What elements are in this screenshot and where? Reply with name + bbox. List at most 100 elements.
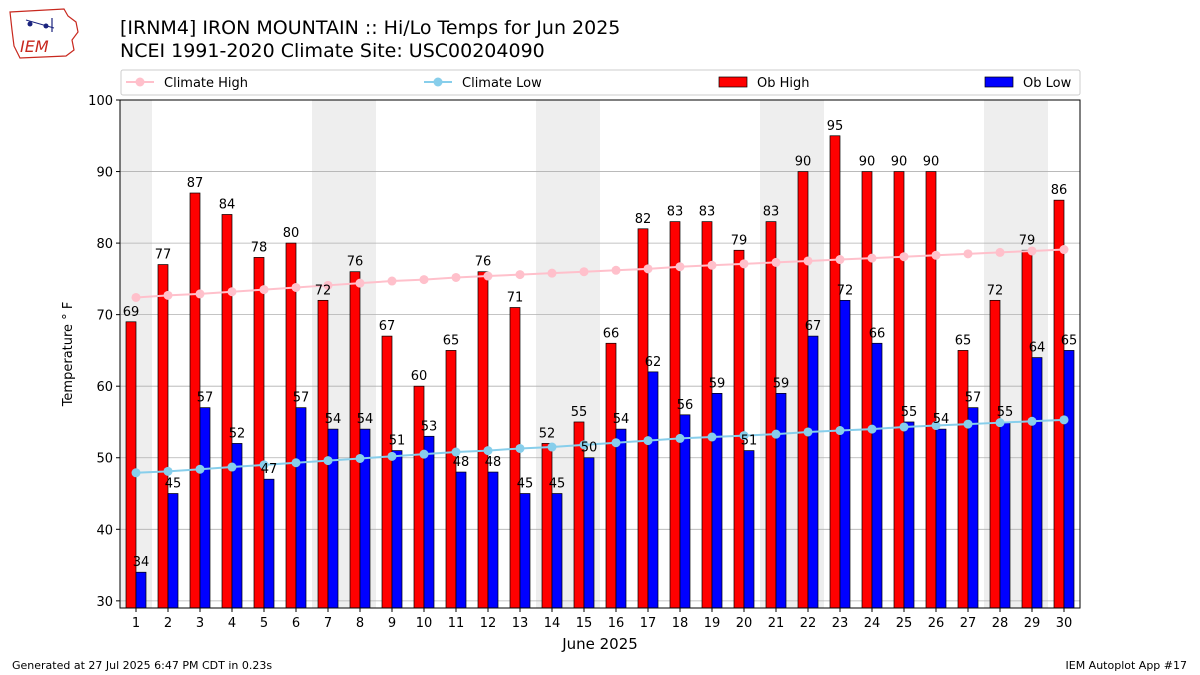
- climate-low-point: [707, 432, 717, 442]
- ob-high-value-label: 76: [347, 255, 364, 270]
- climate-high-line: [135, 248, 1065, 299]
- ob-low-value-label: 57: [965, 391, 982, 406]
- ob-high-bar: [701, 221, 713, 609]
- ob-low-bar: [679, 414, 691, 609]
- climate-high-point: [291, 282, 301, 292]
- ob-low-bar: [1063, 350, 1075, 609]
- x-tick-label: 11: [448, 616, 465, 631]
- climate-low-point: [227, 462, 237, 472]
- ob-high-bar: [445, 350, 457, 609]
- ob-high-bar: [893, 171, 905, 609]
- ob-low-bar: [903, 421, 915, 609]
- climate-high-point: [899, 252, 909, 262]
- ob-high-bar: [1021, 249, 1033, 609]
- legend-label: Ob High: [757, 76, 810, 91]
- climate-low-point: [771, 429, 781, 439]
- climate-high-point: [163, 290, 173, 300]
- ob-high-value-label: 79: [731, 233, 748, 248]
- ob-low-value-label: 55: [901, 405, 918, 420]
- ob-high-bar: [925, 171, 937, 609]
- y-tick-label: 30: [96, 595, 113, 610]
- ob-low-value-label: 55: [997, 405, 1014, 420]
- ob-high-bar: [541, 443, 553, 609]
- legend: Climate High Climate Low Ob High Ob Low: [120, 69, 1081, 96]
- ob-low-bar: [615, 428, 627, 609]
- ob-high-value-label: 84: [219, 197, 236, 212]
- ob-high-bar: [765, 221, 777, 609]
- climate-low-point: [835, 426, 845, 436]
- ob-high-value-label: 87: [187, 176, 204, 191]
- climate-high-point: [643, 264, 653, 274]
- ob-high-bar: [669, 221, 681, 609]
- ob-high-value-label: 79: [1019, 233, 1036, 248]
- ob-high-bar: [381, 335, 393, 609]
- ob-high-bar: [285, 242, 297, 609]
- ob-high-bar: [509, 307, 521, 609]
- climate-high-point: [771, 257, 781, 267]
- x-tick-label: 7: [324, 616, 332, 631]
- legend-marker-swatch: [135, 77, 145, 87]
- climate-low-point: [643, 436, 653, 446]
- chart-subtitle: NCEI 1991-2020 Climate Site: USC00204090: [120, 40, 545, 62]
- climate-high-point: [419, 275, 429, 285]
- legend-label: Climate Low: [462, 76, 542, 91]
- x-tick-label: 3: [196, 616, 204, 631]
- ob-low-value-label: 52: [229, 426, 246, 441]
- legend-bar-swatch: [718, 76, 748, 88]
- ob-high-value-label: 60: [411, 369, 428, 384]
- climate-high-point: [355, 278, 365, 288]
- x-tick-label: 12: [480, 616, 497, 631]
- x-tick-label: 2: [164, 616, 172, 631]
- ob-high-bar: [797, 171, 809, 609]
- ob-high-bar: [349, 271, 361, 609]
- ob-low-value-label: 54: [325, 412, 342, 427]
- ob-low-bar: [391, 450, 403, 609]
- ob-low-value-label: 45: [517, 477, 534, 492]
- climate-high-point: [995, 247, 1005, 257]
- climate-low-point: [931, 421, 941, 431]
- ob-high-value-label: 95: [827, 119, 844, 134]
- ob-high-value-label: 65: [443, 333, 460, 348]
- ob-high-value-label: 90: [795, 155, 812, 170]
- climate-low-point: [515, 443, 525, 453]
- climate-high-point: [387, 276, 397, 286]
- ob-high-value-label: 90: [923, 155, 940, 170]
- x-tick-label: 28: [992, 616, 1009, 631]
- ob-low-value-label: 64: [1029, 341, 1046, 356]
- x-tick-label: 23: [832, 616, 849, 631]
- ob-low-bar: [871, 342, 883, 609]
- climate-low-point: [451, 447, 461, 457]
- ob-high-value-label: 52: [539, 426, 556, 441]
- climate-high-point: [707, 260, 717, 270]
- climate-low-point: [323, 456, 333, 466]
- ob-low-bar: [1031, 357, 1043, 609]
- x-tick-label: 26: [928, 616, 945, 631]
- ob-low-value-label: 51: [389, 434, 406, 449]
- climate-high-point: [611, 265, 621, 275]
- ob-high-bar: [157, 264, 169, 609]
- climate-high-point: [195, 289, 205, 299]
- y-tick-label: 40: [96, 523, 113, 538]
- climate-low-point: [259, 460, 269, 470]
- ob-low-value-label: 51: [741, 434, 758, 449]
- ob-low-value-label: 34: [133, 555, 150, 570]
- climate-low-line: [135, 418, 1065, 474]
- climate-low-point: [195, 464, 205, 474]
- climate-low-point: [899, 422, 909, 432]
- ob-high-value-label: 90: [859, 155, 876, 170]
- climate-low-point: [867, 424, 877, 434]
- climate-low-point: [355, 453, 365, 463]
- climate-high-point: [1027, 246, 1037, 256]
- climate-high-point: [227, 287, 237, 297]
- x-tick-label: 25: [896, 616, 913, 631]
- ob-low-bar: [711, 393, 723, 609]
- ob-high-value-label: 72: [987, 283, 1004, 298]
- ob-low-bar: [583, 457, 595, 609]
- x-tick-label: 17: [640, 616, 657, 631]
- climate-low-point: [163, 466, 173, 476]
- x-tick-label: 20: [736, 616, 753, 631]
- climate-high-point: [515, 270, 525, 280]
- legend-label: Climate High: [164, 76, 248, 91]
- ob-high-value-label: 55: [571, 405, 588, 420]
